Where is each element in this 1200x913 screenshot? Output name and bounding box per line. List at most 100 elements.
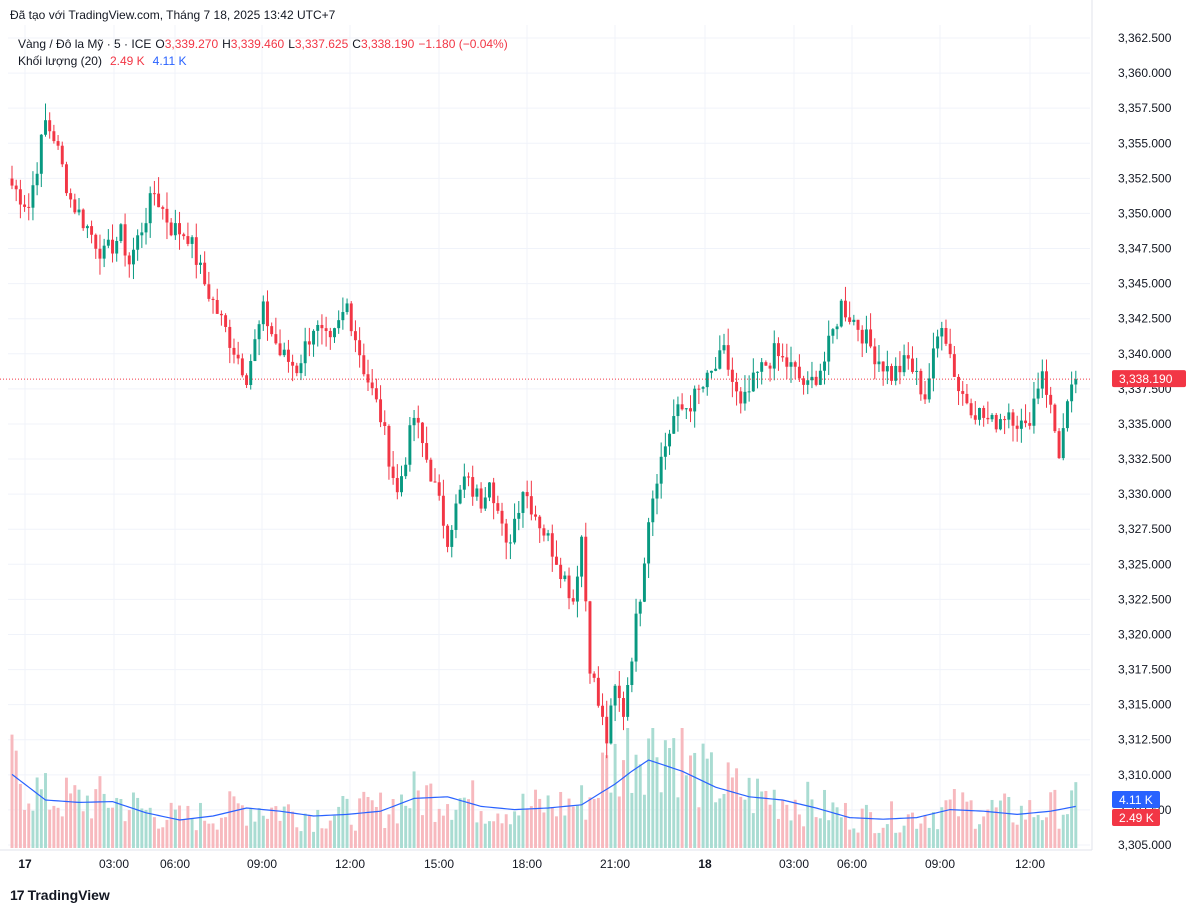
volume-bar	[693, 752, 697, 848]
candle	[295, 362, 299, 377]
volume-bar	[986, 809, 990, 848]
price-axis[interactable]: 3,362.500 3,360.000 3,357.500 3,355.000 3,35…	[1118, 31, 1172, 852]
candle	[115, 236, 119, 262]
candle	[446, 524, 450, 553]
volume-bar	[990, 799, 994, 848]
candle-body	[44, 120, 47, 135]
candle-body	[312, 330, 316, 345]
volume-legend[interactable]: Khối lượng (20) 2.49 K 4.11 K	[18, 54, 190, 68]
candle-body	[316, 324, 320, 331]
candle	[735, 372, 739, 406]
candle	[1040, 359, 1044, 399]
volume-bar	[973, 828, 977, 848]
candle-body	[328, 330, 332, 338]
candle-body	[676, 404, 680, 417]
candle	[890, 363, 893, 385]
price-tick-label: 3,327.500	[1118, 522, 1172, 536]
candle	[952, 346, 956, 378]
candle	[693, 385, 697, 428]
volume-bar	[596, 797, 600, 848]
volume-bar	[898, 832, 902, 848]
candle-body	[839, 300, 843, 327]
candle	[1045, 359, 1048, 408]
price-tick-label: 3,322.500	[1118, 592, 1172, 606]
volume-bar	[613, 743, 617, 848]
volume-bar	[165, 819, 169, 848]
candle-body	[542, 528, 546, 536]
candle-body	[567, 575, 571, 599]
candle-body	[768, 365, 772, 369]
candle	[157, 177, 161, 208]
volume-bar	[1074, 782, 1078, 848]
current-price-badge-text: 3,338.190	[1119, 372, 1173, 386]
candle	[48, 112, 52, 139]
candle-body	[190, 237, 194, 244]
volume-bar	[563, 815, 567, 848]
candle	[1032, 381, 1036, 434]
candle-body	[1019, 420, 1023, 429]
candle	[969, 398, 973, 419]
volume-bar	[232, 796, 236, 848]
candle	[672, 399, 676, 434]
candle	[1015, 415, 1019, 442]
candle	[747, 375, 751, 402]
candle-body	[580, 536, 584, 577]
candle	[299, 354, 303, 381]
volume-bar	[848, 829, 852, 848]
candle	[877, 345, 881, 373]
candle-body	[852, 319, 856, 322]
volume-bar	[207, 823, 211, 848]
volume-bar	[270, 807, 274, 848]
candle	[161, 205, 165, 220]
candle	[802, 375, 806, 395]
candle-body	[973, 415, 977, 420]
volume-bar	[730, 777, 734, 848]
volume-bar	[274, 806, 278, 848]
volume-bar	[379, 792, 383, 848]
symbol-legend[interactable]: Vàng / Đô la Mỹ · 5 · ICE O3,339.270 H3,33…	[18, 37, 512, 51]
candle	[923, 380, 927, 404]
candle-body	[622, 698, 625, 717]
candle	[291, 354, 295, 382]
candle-body	[726, 345, 730, 370]
candle-body	[1015, 425, 1019, 429]
candle-body	[462, 476, 466, 490]
candle-body	[898, 365, 902, 373]
volume-bar	[35, 777, 39, 848]
candle-body	[52, 131, 56, 142]
candle-body	[228, 326, 232, 348]
volume-bar	[534, 789, 537, 848]
volume-bar	[383, 827, 387, 848]
candle-body	[697, 388, 701, 390]
volume-bar	[1065, 814, 1069, 848]
candle-body	[601, 705, 605, 717]
tradingview-brand[interactable]: 17 TradingView	[10, 887, 110, 903]
candle	[978, 407, 981, 426]
candle-body	[408, 425, 412, 465]
volume-bar	[1049, 792, 1053, 848]
volume-bar	[475, 822, 479, 848]
time-axis[interactable]: 17 03:00 06:00 09:00 12:00 15:00 18:00 21:00 18 0…	[18, 857, 1045, 871]
volume-bar	[651, 728, 655, 848]
candle-body	[789, 362, 793, 367]
candle-body	[718, 350, 722, 369]
candle	[915, 357, 919, 386]
candle-body	[864, 329, 868, 344]
volume-bar	[965, 801, 969, 848]
candle	[739, 387, 743, 414]
time-tick-label: 09:00	[247, 857, 277, 871]
candle	[957, 374, 961, 406]
volume-bar	[454, 809, 458, 848]
candle	[655, 474, 659, 515]
candle	[18, 179, 22, 219]
candle	[701, 385, 705, 393]
volume-bar	[395, 823, 399, 848]
candle-body	[797, 366, 801, 379]
candle-body	[638, 601, 642, 614]
volume-bar	[228, 791, 232, 848]
candle-body	[433, 481, 437, 483]
candle	[684, 408, 688, 420]
candle	[462, 463, 466, 498]
time-tick-label: 03:00	[99, 857, 129, 871]
candle	[131, 237, 135, 280]
